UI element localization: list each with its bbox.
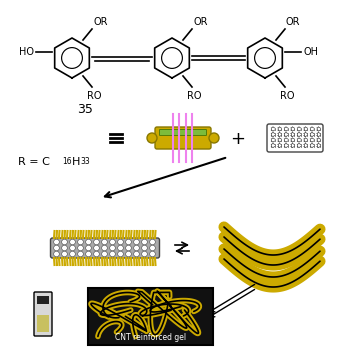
Circle shape — [94, 245, 99, 251]
Circle shape — [102, 245, 107, 251]
Circle shape — [150, 239, 155, 245]
Circle shape — [134, 251, 139, 257]
Text: OR: OR — [93, 17, 107, 27]
Circle shape — [70, 251, 75, 257]
Circle shape — [150, 245, 155, 251]
Text: H: H — [72, 157, 80, 167]
Circle shape — [134, 239, 139, 245]
Circle shape — [147, 133, 157, 143]
Text: RO: RO — [87, 91, 102, 101]
Text: 16: 16 — [62, 158, 72, 167]
Circle shape — [126, 245, 131, 251]
Circle shape — [94, 251, 99, 257]
Circle shape — [54, 239, 59, 245]
Bar — [37, 296, 49, 304]
Text: +: + — [231, 130, 245, 148]
FancyBboxPatch shape — [160, 130, 206, 135]
Circle shape — [118, 251, 123, 257]
Text: OR: OR — [286, 17, 301, 27]
Circle shape — [54, 251, 59, 257]
Circle shape — [70, 245, 75, 251]
FancyBboxPatch shape — [267, 124, 323, 152]
Circle shape — [150, 251, 155, 257]
Text: HO: HO — [19, 47, 34, 57]
Circle shape — [134, 245, 139, 251]
Circle shape — [142, 251, 147, 257]
Text: OH: OH — [303, 47, 318, 57]
Circle shape — [118, 239, 123, 245]
Circle shape — [110, 239, 115, 245]
Circle shape — [110, 245, 115, 251]
Circle shape — [142, 245, 147, 251]
Circle shape — [62, 245, 67, 251]
Circle shape — [86, 245, 91, 251]
Circle shape — [86, 251, 91, 257]
Circle shape — [62, 251, 67, 257]
Text: RO: RO — [280, 91, 294, 101]
Circle shape — [102, 239, 107, 245]
Text: R = C: R = C — [18, 157, 50, 167]
FancyBboxPatch shape — [50, 238, 160, 258]
Circle shape — [126, 251, 131, 257]
Circle shape — [78, 245, 83, 251]
Circle shape — [70, 239, 75, 245]
Circle shape — [54, 245, 59, 251]
Circle shape — [142, 239, 147, 245]
Text: OR: OR — [193, 17, 208, 27]
FancyBboxPatch shape — [88, 288, 213, 345]
Circle shape — [78, 239, 83, 245]
FancyBboxPatch shape — [155, 127, 211, 149]
Text: 33: 33 — [80, 158, 90, 167]
Bar — [37, 315, 49, 332]
Circle shape — [94, 239, 99, 245]
Circle shape — [209, 133, 219, 143]
Text: RO: RO — [187, 91, 202, 101]
Circle shape — [86, 239, 91, 245]
Circle shape — [62, 239, 67, 245]
Text: 35: 35 — [77, 103, 93, 116]
Text: CNT reinforced gel: CNT reinforced gel — [115, 333, 186, 342]
Circle shape — [110, 251, 115, 257]
Circle shape — [102, 251, 107, 257]
FancyBboxPatch shape — [34, 292, 52, 336]
Circle shape — [118, 245, 123, 251]
Circle shape — [78, 251, 83, 257]
Circle shape — [126, 239, 131, 245]
